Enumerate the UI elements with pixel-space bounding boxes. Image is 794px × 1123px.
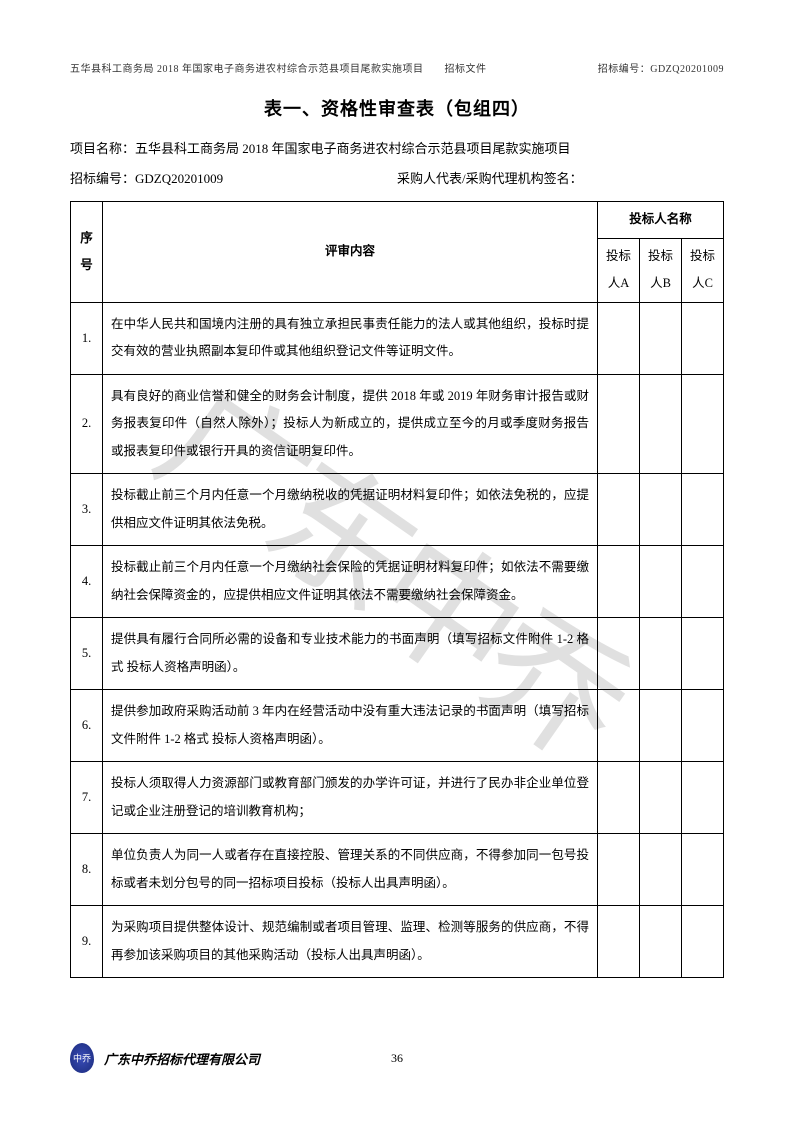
table-row: 1. 在中华人民共和国境内注册的具有独立承担民事责任能力的法人或其他组织，投标时…: [71, 302, 724, 374]
cell-seq: 5.: [71, 618, 103, 690]
cell-bidder-b: [640, 474, 682, 546]
table-row: 8. 单位负责人为同一人或者存在直接控股、管理关系的不同供应商，不得参加同一包号…: [71, 834, 724, 906]
cell-bidder-b: [640, 618, 682, 690]
cell-content: 投标人须取得人力资源部门或教育部门颁发的办学许可证，并进行了民办非企业单位登记或…: [103, 762, 598, 834]
cell-seq: 2.: [71, 374, 103, 474]
company-logo-icon: [70, 1043, 94, 1073]
cell-bidder-c: [682, 834, 724, 906]
page-header: 五华县科工商务局 2018 年国家电子商务进农村综合示范县项目尾款实施项目 招标…: [70, 60, 724, 75]
tender-no-value: GDZQ20201009: [135, 171, 223, 186]
cell-bidder-b: [640, 690, 682, 762]
cell-bidder-c: [682, 302, 724, 374]
meta-line: 招标编号：GDZQ20201009 采购人代表/采购代理机构签名：: [70, 168, 724, 187]
table-row: 2. 具有良好的商业信誉和健全的财务会计制度，提供 2018 年或 2019 年…: [71, 374, 724, 474]
project-name-label: 项目名称：: [70, 141, 135, 156]
cell-bidder-b: [640, 834, 682, 906]
cell-bidder-a: [598, 690, 640, 762]
tender-no-label: 招标编号：: [70, 171, 135, 186]
header-left: 五华县科工商务局 2018 年国家电子商务进农村综合示范县项目尾款实施项目 招标…: [70, 60, 487, 75]
cell-bidder-b: [640, 762, 682, 834]
cell-seq: 3.: [71, 474, 103, 546]
cell-content: 在中华人民共和国境内注册的具有独立承担民事责任能力的法人或其他组织，投标时提交有…: [103, 302, 598, 374]
th-bidder-b: 投标人B: [640, 238, 682, 302]
table-row: 9. 为采购项目提供整体设计、规范编制或者项目管理、监理、检测等服务的供应商，不…: [71, 906, 724, 978]
cell-content: 单位负责人为同一人或者存在直接控股、管理关系的不同供应商，不得参加同一包号投标或…: [103, 834, 598, 906]
tender-no: 招标编号：GDZQ20201009: [70, 168, 397, 187]
cell-bidder-a: [598, 618, 640, 690]
cell-bidder-c: [682, 474, 724, 546]
footer-page-number: 36: [391, 1051, 403, 1066]
cell-bidder-a: [598, 834, 640, 906]
page-footer: 广东中乔招标代理有限公司 36: [70, 1043, 724, 1073]
cell-bidder-a: [598, 906, 640, 978]
cell-content: 具有良好的商业信誉和健全的财务会计制度，提供 2018 年或 2019 年财务审…: [103, 374, 598, 474]
cell-seq: 1.: [71, 302, 103, 374]
cell-bidder-c: [682, 906, 724, 978]
table-row: 6. 提供参加政府采购活动前 3 年内在经营活动中没有重大违法记录的书面声明（填…: [71, 690, 724, 762]
table-row: 7. 投标人须取得人力资源部门或教育部门颁发的办学许可证，并进行了民办非企业单位…: [71, 762, 724, 834]
cell-bidder-b: [640, 302, 682, 374]
signer: 采购人代表/采购代理机构签名：: [397, 168, 724, 187]
th-content: 评审内容: [103, 202, 598, 303]
header-right: 招标编号：GDZQ20201009: [598, 60, 724, 75]
cell-seq: 6.: [71, 690, 103, 762]
th-seq: 序号: [71, 202, 103, 303]
cell-content: 投标截止前三个月内任意一个月缴纳社会保险的凭据证明材料复印件；如依法不需要缴纳社…: [103, 546, 598, 618]
cell-seq: 8.: [71, 834, 103, 906]
th-bidder-a: 投标人A: [598, 238, 640, 302]
cell-seq: 7.: [71, 762, 103, 834]
cell-bidder-c: [682, 546, 724, 618]
cell-bidder-b: [640, 374, 682, 474]
cell-seq: 9.: [71, 906, 103, 978]
cell-content: 提供具有履行合同所必需的设备和专业技术能力的书面声明（填写招标文件附件 1-2 …: [103, 618, 598, 690]
cell-bidder-c: [682, 618, 724, 690]
cell-bidder-b: [640, 546, 682, 618]
cell-seq: 4.: [71, 546, 103, 618]
cell-content: 提供参加政府采购活动前 3 年内在经营活动中没有重大违法记录的书面声明（填写招标…: [103, 690, 598, 762]
cell-bidder-c: [682, 690, 724, 762]
table-row: 4. 投标截止前三个月内任意一个月缴纳社会保险的凭据证明材料复印件；如依法不需要…: [71, 546, 724, 618]
review-table: 序号 评审内容 投标人名称 投标人A 投标人B 投标人C 1. 在中华人民共和国…: [70, 201, 724, 978]
th-bidder-c: 投标人C: [682, 238, 724, 302]
cell-bidder-a: [598, 302, 640, 374]
project-name-value: 五华县科工商务局 2018 年国家电子商务进农村综合示范县项目尾款实施项目: [135, 141, 571, 156]
cell-bidder-a: [598, 474, 640, 546]
cell-bidder-a: [598, 546, 640, 618]
cell-content: 为采购项目提供整体设计、规范编制或者项目管理、监理、检测等服务的供应商，不得再参…: [103, 906, 598, 978]
page-title: 表一、资格性审查表（包组四）: [70, 95, 724, 121]
th-bidder-group: 投标人名称: [598, 202, 724, 239]
project-name-line: 项目名称：五华县科工商务局 2018 年国家电子商务进农村综合示范县项目尾款实施…: [70, 137, 724, 160]
footer-company: 广东中乔招标代理有限公司: [104, 1049, 260, 1068]
cell-bidder-c: [682, 762, 724, 834]
cell-bidder-c: [682, 374, 724, 474]
cell-bidder-a: [598, 762, 640, 834]
table-row: 3. 投标截止前三个月内任意一个月缴纳税收的凭据证明材料复印件；如依法免税的，应…: [71, 474, 724, 546]
cell-content: 投标截止前三个月内任意一个月缴纳税收的凭据证明材料复印件；如依法免税的，应提供相…: [103, 474, 598, 546]
table-row: 5. 提供具有履行合同所必需的设备和专业技术能力的书面声明（填写招标文件附件 1…: [71, 618, 724, 690]
signer-label: 采购人代表/采购代理机构签名：: [397, 171, 583, 186]
cell-bidder-b: [640, 906, 682, 978]
cell-bidder-a: [598, 374, 640, 474]
